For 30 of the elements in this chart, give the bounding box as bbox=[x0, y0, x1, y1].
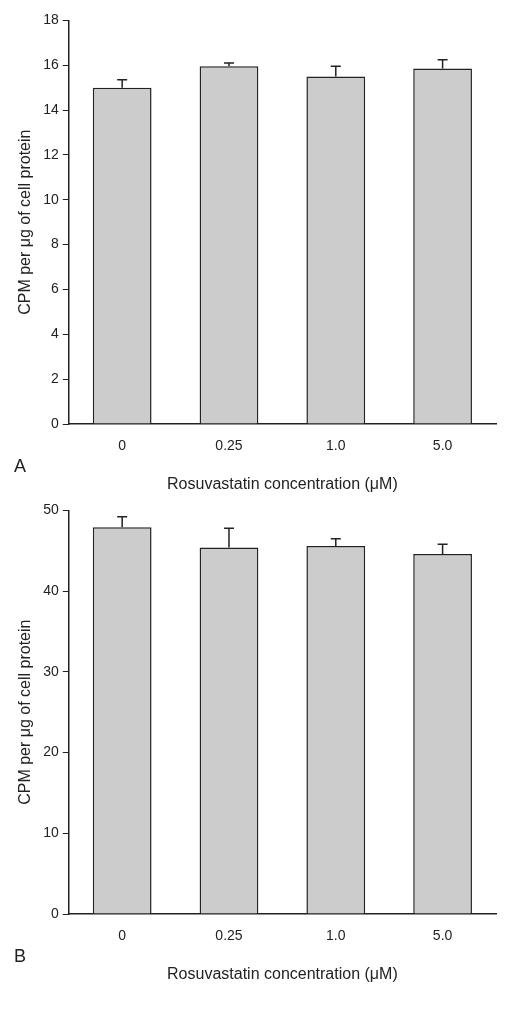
y-tick-label: 12 bbox=[43, 145, 59, 162]
y-tick-label: 0 bbox=[50, 414, 59, 431]
y-tick-label: 40 bbox=[43, 581, 59, 598]
x-tick-label: 0 bbox=[118, 927, 127, 944]
y-tick-label: 4 bbox=[50, 325, 59, 342]
y-tick-label: 20 bbox=[43, 743, 59, 760]
y-tick-label: 30 bbox=[43, 662, 59, 679]
x-axis-title: Rosuvastatin concentration (μM) bbox=[167, 474, 398, 492]
y-tick-label: 14 bbox=[43, 100, 59, 117]
x-tick-label: 0 bbox=[118, 437, 127, 454]
y-tick-label: 10 bbox=[43, 824, 59, 841]
x-tick-label: 0.25 bbox=[215, 437, 243, 454]
x-axis-title: Rosuvastatin concentration (μM) bbox=[167, 964, 398, 982]
y-tick-label: 6 bbox=[50, 280, 59, 297]
y-axis-title: CPM per μg of cell protein bbox=[16, 619, 34, 805]
text: A bbox=[14, 455, 27, 476]
x-tick-label: 5.0 bbox=[432, 927, 453, 944]
y-axis-title: CPM per μg of cell protein bbox=[16, 129, 34, 315]
y-tick-label: 10 bbox=[43, 190, 59, 207]
y-tick-label: 50 bbox=[43, 501, 59, 518]
text: B bbox=[14, 945, 27, 966]
y-tick-label: 16 bbox=[43, 56, 59, 73]
y-tick-label: 2 bbox=[50, 370, 59, 387]
y-tick-label: 8 bbox=[50, 235, 59, 252]
x-tick-label: 5.0 bbox=[432, 437, 453, 454]
y-tick-label: 0 bbox=[50, 904, 59, 921]
y-tick-label: 18 bbox=[43, 11, 59, 28]
x-tick-label: 1.0 bbox=[326, 927, 346, 944]
x-tick-label: 0.25 bbox=[215, 927, 243, 944]
x-tick-label: 1.0 bbox=[326, 437, 346, 454]
